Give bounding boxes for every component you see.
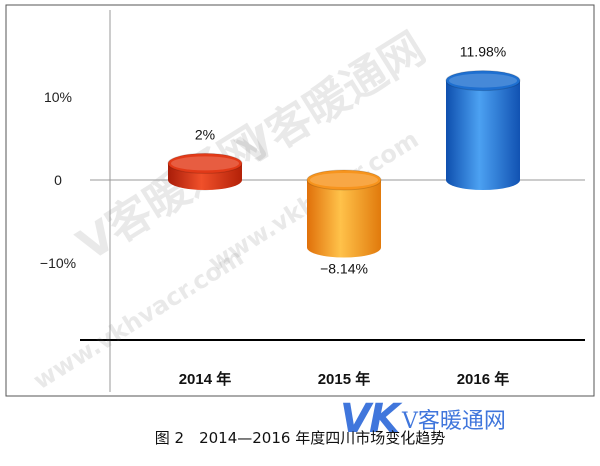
y-tick-label: 0 bbox=[54, 172, 62, 188]
data-label: 11.98% bbox=[460, 44, 506, 60]
y-tick-label: −10% bbox=[40, 255, 76, 271]
bar-2 bbox=[306, 169, 382, 258]
data-labels: 2% −8.14% 11.98% bbox=[195, 44, 506, 277]
category-label: 2014 年 bbox=[179, 370, 232, 388]
bar-1 bbox=[167, 152, 243, 190]
category-labels: 2014 年 2015 年 2016 年 bbox=[179, 370, 510, 388]
category-label: 2016 年 bbox=[457, 370, 510, 388]
y-tick-labels: 10% 0 −10% bbox=[40, 89, 76, 271]
plot-frame bbox=[5, 4, 595, 397]
category-label: 2015 年 bbox=[318, 370, 371, 388]
bar-3 bbox=[445, 70, 521, 190]
data-label: 2% bbox=[195, 126, 215, 142]
bar-series bbox=[167, 70, 521, 258]
figure-caption: 图 2 2014—2016 年度四川市场变化趋势 bbox=[154, 429, 446, 447]
logo-mark: VK bbox=[340, 396, 400, 442]
y-tick-label: 10% bbox=[44, 89, 72, 105]
data-label: −8.14% bbox=[320, 261, 368, 277]
vk-logo: VK V客暖通网 bbox=[340, 396, 506, 442]
logo-text: V客暖通网 bbox=[401, 409, 506, 434]
